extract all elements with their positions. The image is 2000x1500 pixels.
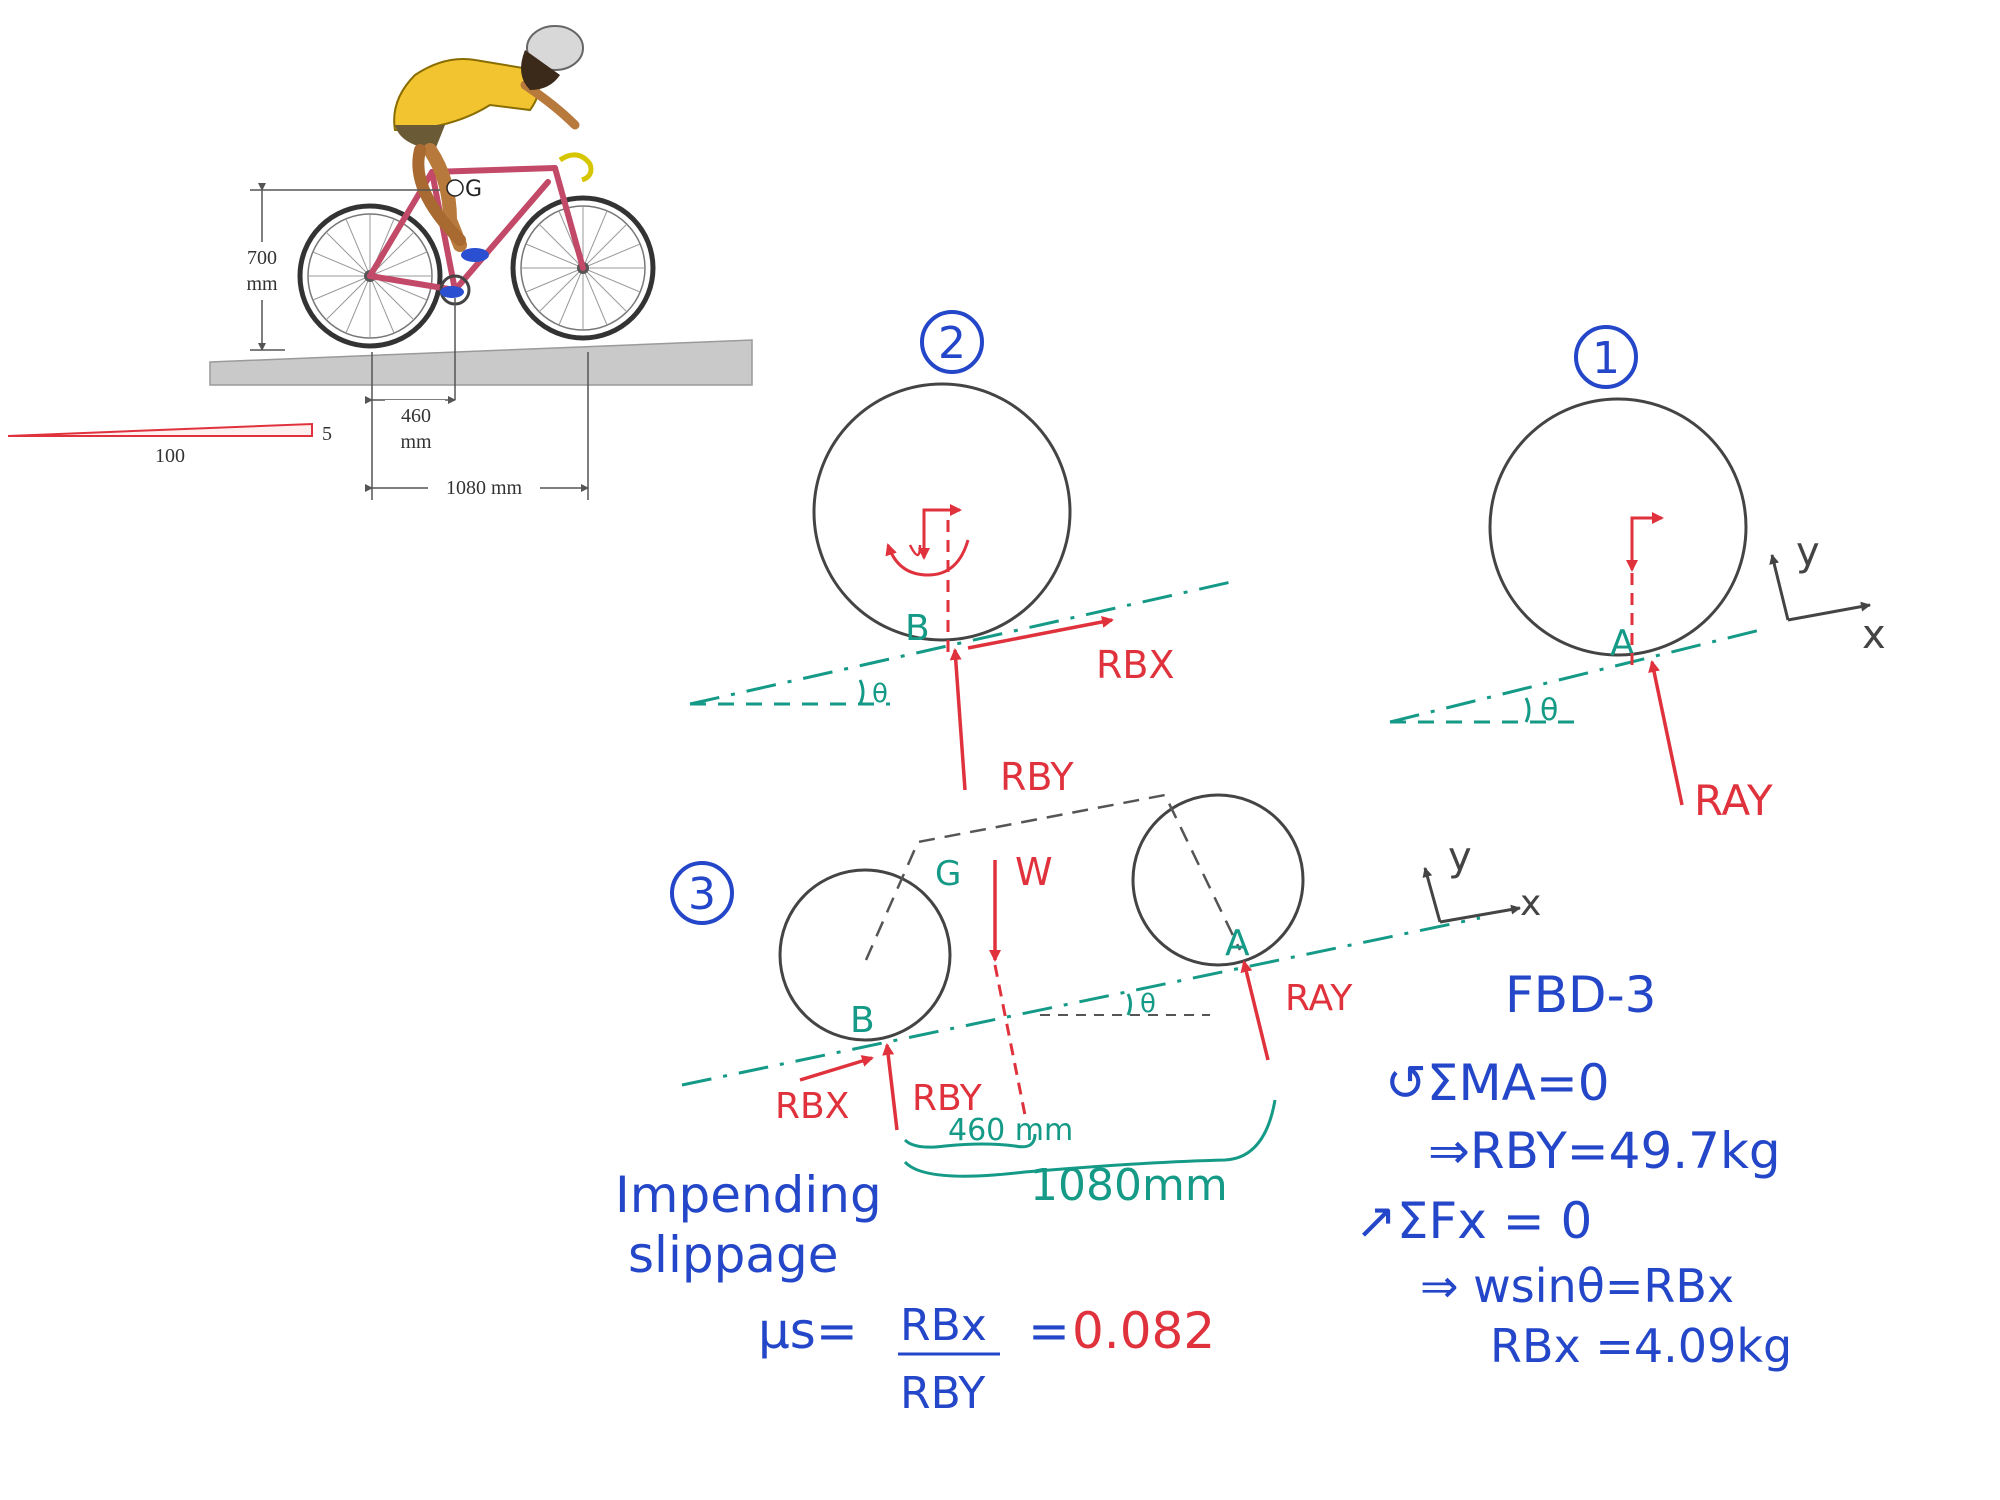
fbd1-axis-y: y bbox=[1796, 529, 1820, 575]
solution: FBD-3 ↺ΣMA=0 ⇒RBY=49.7kg ↗ΣFx = 0 ⇒ wsin… bbox=[615, 966, 1792, 1419]
fbd1-wheel bbox=[1488, 397, 1748, 657]
fbd-2: 2 θ B RBY RBX bbox=[689, 310, 1241, 799]
force-x-equation: ↗ΣFx = 0 bbox=[1355, 1192, 1592, 1250]
base-distance-label: 1080 mm bbox=[446, 477, 523, 499]
rider bbox=[393, 25, 584, 298]
friction-equals: = bbox=[1028, 1302, 1070, 1360]
fbd3-brace-1080 bbox=[903, 1099, 1277, 1178]
fbd3-rbx-arrow bbox=[799, 1055, 874, 1082]
fbd1-incline bbox=[1389, 628, 1761, 724]
height-value: 700 bbox=[247, 247, 277, 269]
fbd-1: 1 θ A RAY y x bbox=[1389, 325, 1886, 825]
solution-title: FBD-3 bbox=[1505, 966, 1656, 1024]
friction-numerator: RBx bbox=[900, 1300, 987, 1351]
fbd1-number-circle bbox=[1574, 325, 1638, 389]
rby-result: ⇒RBY=49.7kg bbox=[1428, 1122, 1781, 1180]
fbd2-rbx-label: RBX bbox=[1096, 643, 1175, 687]
fbd2-rby-label: RBY bbox=[1000, 755, 1074, 799]
fbd1-axis-x: x bbox=[1862, 612, 1886, 658]
fbd2-number-circle bbox=[920, 310, 984, 374]
friction-value: 0.082 bbox=[1072, 1302, 1215, 1360]
fbd2-angle: θ bbox=[872, 679, 888, 709]
impending-text-1: Impending bbox=[615, 1166, 882, 1224]
fbd3-dim-1080: 1080mm bbox=[1030, 1160, 1228, 1211]
fbd3-rbx-label: RBX bbox=[775, 1086, 849, 1127]
fbd3-rear-wheel bbox=[778, 868, 952, 1042]
fbd3-axis-y: y bbox=[1448, 834, 1472, 880]
ground-slope bbox=[209, 339, 753, 386]
friction-lhs: μs= bbox=[758, 1302, 858, 1360]
slope-run: 100 bbox=[155, 445, 185, 467]
fbd1-angle: θ bbox=[1540, 693, 1558, 728]
fbd3-angle: θ bbox=[1140, 989, 1156, 1019]
fbd3-point-a: A bbox=[1225, 923, 1250, 964]
fbd3-rby-label: RBY bbox=[912, 1078, 983, 1119]
fbd3-number: 3 bbox=[688, 869, 716, 920]
fbd3-front-wheel bbox=[1131, 793, 1305, 967]
fbd3-weight-label: W bbox=[1015, 850, 1053, 894]
force-x-step: ⇒ wsinθ=RBx bbox=[1420, 1259, 1734, 1313]
fbd3-ray-arrow bbox=[1240, 960, 1270, 1061]
fbd2-incline bbox=[689, 578, 1241, 706]
slope-scale bbox=[7, 422, 313, 437]
bicycle-illustration: G 700 mm 460 mm 1080 mm 5 100 bbox=[7, 25, 753, 500]
fbd2-rby-arrow bbox=[949, 648, 967, 791]
illustration-g-label: G bbox=[465, 177, 482, 202]
fbd1-number: 1 bbox=[1592, 333, 1620, 384]
fbd3-brace-460 bbox=[903, 1133, 1037, 1149]
fbd2-number: 2 bbox=[938, 318, 966, 369]
rear-distance-value: 460 bbox=[401, 405, 431, 427]
rbx-result: RBx =4.09kg bbox=[1490, 1319, 1792, 1373]
fbd1-ray-arrow bbox=[1648, 660, 1684, 806]
friction-denominator: RBY bbox=[900, 1368, 985, 1419]
height-unit: mm bbox=[246, 273, 278, 295]
impending-text-2: slippage bbox=[628, 1226, 838, 1284]
fbd2-point-b: B bbox=[905, 608, 930, 649]
fbd3-rby-arrow bbox=[882, 1043, 899, 1131]
rear-distance-unit: mm bbox=[400, 431, 432, 453]
fbd2-rbx-arrow bbox=[967, 616, 1114, 650]
fbd3-g-label: G bbox=[935, 854, 961, 894]
fbd2-wheel bbox=[812, 382, 1072, 642]
slope-rise: 5 bbox=[322, 423, 332, 445]
fbd3-axis-x: x bbox=[1520, 883, 1541, 924]
fbd3-dim-460: 460 mm bbox=[948, 1113, 1073, 1148]
cg-marker bbox=[446, 179, 464, 197]
fbd1-ray-label: RAY bbox=[1694, 776, 1773, 825]
moment-equation: ↺ΣMA=0 bbox=[1385, 1054, 1610, 1112]
fbd3-ray-label: RAY bbox=[1285, 978, 1353, 1019]
fbd3-incline bbox=[681, 916, 1481, 1087]
fbd3-number-circle bbox=[670, 861, 734, 925]
fbd-3: 3 θ B A G W RBX RBY RAY y x 46 bbox=[670, 793, 1541, 1211]
fbd3-point-b: B bbox=[850, 1000, 875, 1041]
